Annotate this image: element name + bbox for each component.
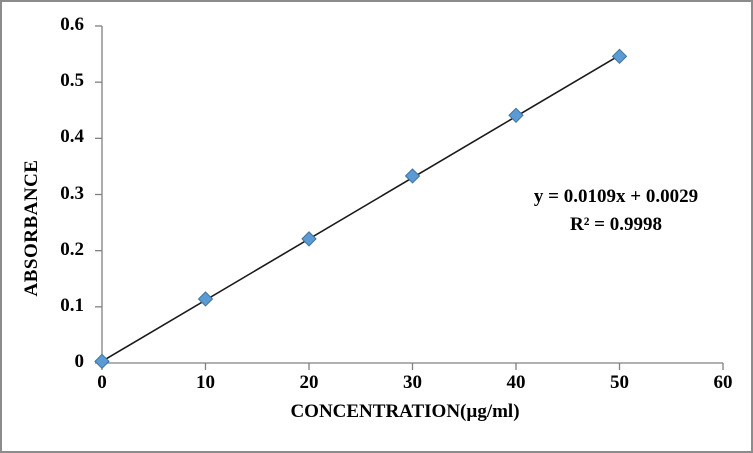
y-axis-title: ABSORBANCE — [21, 159, 42, 297]
trendline — [101, 54, 620, 363]
data-point-marker — [404, 168, 421, 184]
data-point-marker — [611, 48, 628, 65]
x-tick-label: 60 — [713, 372, 733, 393]
x-tick-label: 50 — [610, 372, 629, 393]
y-tick-label: 0.2 — [60, 238, 84, 260]
data-point-marker — [197, 291, 214, 307]
data-point-marker — [301, 231, 317, 247]
y-tick-label: 0 — [74, 351, 85, 372]
r-squared-text: R² = 0.9998 — [570, 214, 662, 235]
x-tick-label: 20 — [299, 372, 319, 393]
data-point-marker — [508, 107, 524, 124]
x-axis-title: CONCENTRATION(µg/ml) — [290, 401, 520, 422]
y-tick-label: 0.5 — [60, 70, 84, 92]
x-tick-label: 40 — [506, 372, 526, 393]
y-tick-label: 0.1 — [60, 294, 84, 316]
equation-text: y = 0.0109x + 0.0029 — [533, 186, 699, 207]
x-tick-label: 30 — [403, 372, 422, 393]
y-tick-label: 0.4 — [60, 126, 84, 148]
y-tick-label: 0.6 — [60, 14, 84, 35]
y-tick-label: 0.3 — [60, 182, 84, 204]
trendline-annotation: y = 0.0109x + 0.0029 R² = 0.9998 — [534, 183, 698, 239]
x-tick-label: 0 — [97, 372, 107, 393]
data-point-marker — [94, 353, 110, 370]
x-tick-label: 10 — [196, 372, 215, 393]
